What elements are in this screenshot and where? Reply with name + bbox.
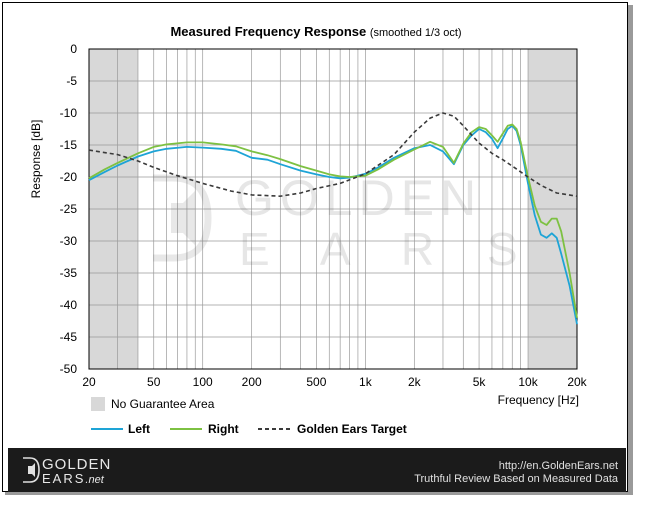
footer-info: http://en.GoldenEars.net Truthful Review… bbox=[414, 460, 618, 486]
footer-logo-ears: EARS.net bbox=[42, 471, 104, 486]
footer-logo-golden: GOLDEN bbox=[42, 456, 112, 473]
y-axis-label: Response [dB] bbox=[29, 120, 43, 199]
x-tick-label: 100 bbox=[193, 375, 213, 389]
x-tick-label: 5k bbox=[473, 375, 487, 389]
y-tick-label: -30 bbox=[60, 234, 78, 248]
series-line-left bbox=[88, 124, 578, 325]
legend-shade-label: No Guarantee Area bbox=[111, 397, 215, 411]
watermark-text-ears: E A R S bbox=[239, 223, 538, 275]
watermark-speaker-icon bbox=[171, 191, 195, 245]
watermark-text-golden: GOLDEN bbox=[235, 170, 482, 226]
y-tick-label: -25 bbox=[60, 202, 78, 216]
frequency-response-chart: Measured Frequency Response (smoothed 1/… bbox=[29, 24, 588, 436]
chart-subtitle: (smoothed 1/3 oct) bbox=[370, 27, 462, 39]
x-tick-label: 10k bbox=[518, 375, 538, 389]
series-line-golden-ears-target bbox=[88, 112, 578, 197]
watermark-logo-icon bbox=[153, 174, 212, 262]
legend-label-golden-ears-target: Golden Ears Target bbox=[297, 422, 407, 436]
footer-logo-suffix: .net bbox=[85, 474, 104, 486]
x-tick-label: 20k bbox=[567, 375, 587, 389]
x-tick-label: 2k bbox=[408, 375, 422, 389]
y-tick-label: -40 bbox=[60, 298, 78, 312]
footer-tagline: Truthful Review Based on Measured Data bbox=[414, 473, 618, 485]
chart-panel: Measured Frequency Response (smoothed 1/… bbox=[2, 2, 628, 492]
footer-logo-ears-text: EARS bbox=[42, 471, 86, 486]
y-tick-label: -50 bbox=[60, 362, 78, 376]
x-axis-label: Frequency [Hz] bbox=[498, 393, 579, 407]
y-tick-label: -10 bbox=[60, 106, 78, 120]
plot-border bbox=[88, 48, 578, 370]
x-tick-label: 50 bbox=[147, 375, 161, 389]
footer-bar: GOLDEN EARS.net http://en.GoldenEars.net… bbox=[8, 448, 626, 492]
footer-url[interactable]: http://en.GoldenEars.net bbox=[498, 460, 618, 472]
chart-title: Measured Frequency Response (smoothed 1/… bbox=[170, 24, 461, 39]
chart-title-main: Measured Frequency Response bbox=[170, 24, 369, 39]
series-line-right bbox=[88, 123, 578, 318]
y-tick-label: -5 bbox=[66, 74, 77, 88]
legend-label-right: Right bbox=[208, 422, 239, 436]
y-tick-label: -45 bbox=[60, 330, 78, 344]
x-tick-label: 20 bbox=[82, 375, 96, 389]
legend-shade-swatch bbox=[91, 397, 105, 411]
legend-label-left: Left bbox=[128, 422, 150, 436]
golden-ears-logo-icon bbox=[23, 457, 40, 483]
y-tick-label: -15 bbox=[60, 138, 78, 152]
x-tick-label: 500 bbox=[306, 375, 326, 389]
y-tick-label: -35 bbox=[60, 266, 78, 280]
x-tick-label: 1k bbox=[359, 375, 373, 389]
x-tick-label: 200 bbox=[242, 375, 262, 389]
y-tick-label: 0 bbox=[70, 42, 77, 56]
y-tick-label: -20 bbox=[60, 170, 78, 184]
